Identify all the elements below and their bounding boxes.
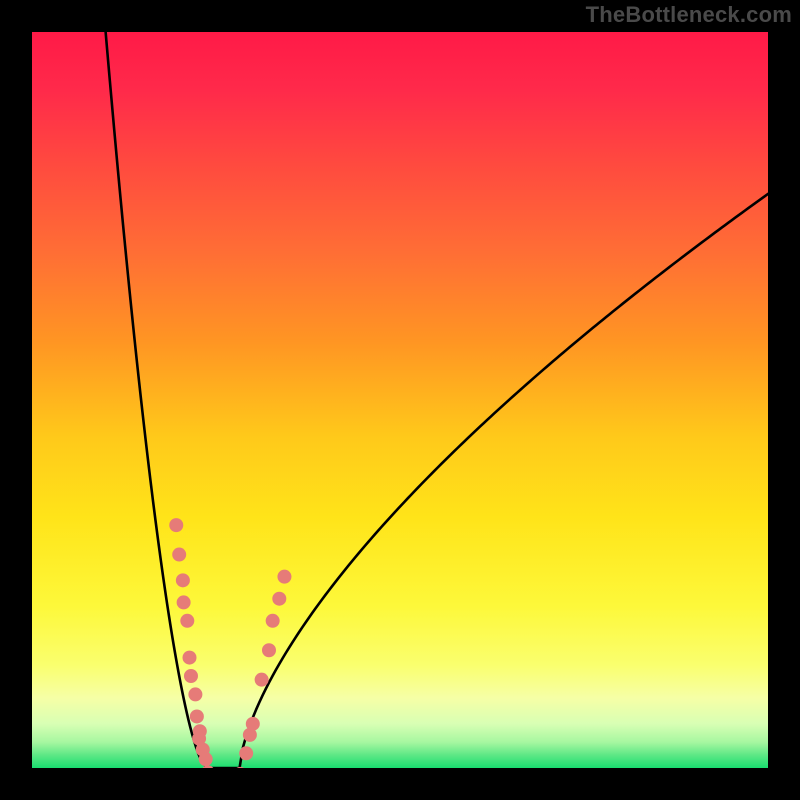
scatter-point xyxy=(246,717,260,731)
watermark-text: TheBottleneck.com xyxy=(586,2,792,28)
scatter-point xyxy=(183,651,197,665)
scatter-point xyxy=(172,548,186,562)
scatter-point xyxy=(184,669,198,683)
scatter-point xyxy=(255,673,269,687)
scatter-point xyxy=(169,518,183,532)
scatter-point xyxy=(199,752,213,766)
scatter-point xyxy=(277,570,291,584)
scatter-point xyxy=(180,614,194,628)
scatter-point xyxy=(239,746,253,760)
scatter-point xyxy=(177,595,191,609)
scatter-point xyxy=(262,643,276,657)
scatter-point xyxy=(190,709,204,723)
scatter-point xyxy=(188,687,202,701)
scatter-point xyxy=(266,614,280,628)
chart-stage: TheBottleneck.com xyxy=(0,0,800,800)
scatter-point xyxy=(272,592,286,606)
chart-svg xyxy=(0,0,800,800)
scatter-point xyxy=(176,573,190,587)
